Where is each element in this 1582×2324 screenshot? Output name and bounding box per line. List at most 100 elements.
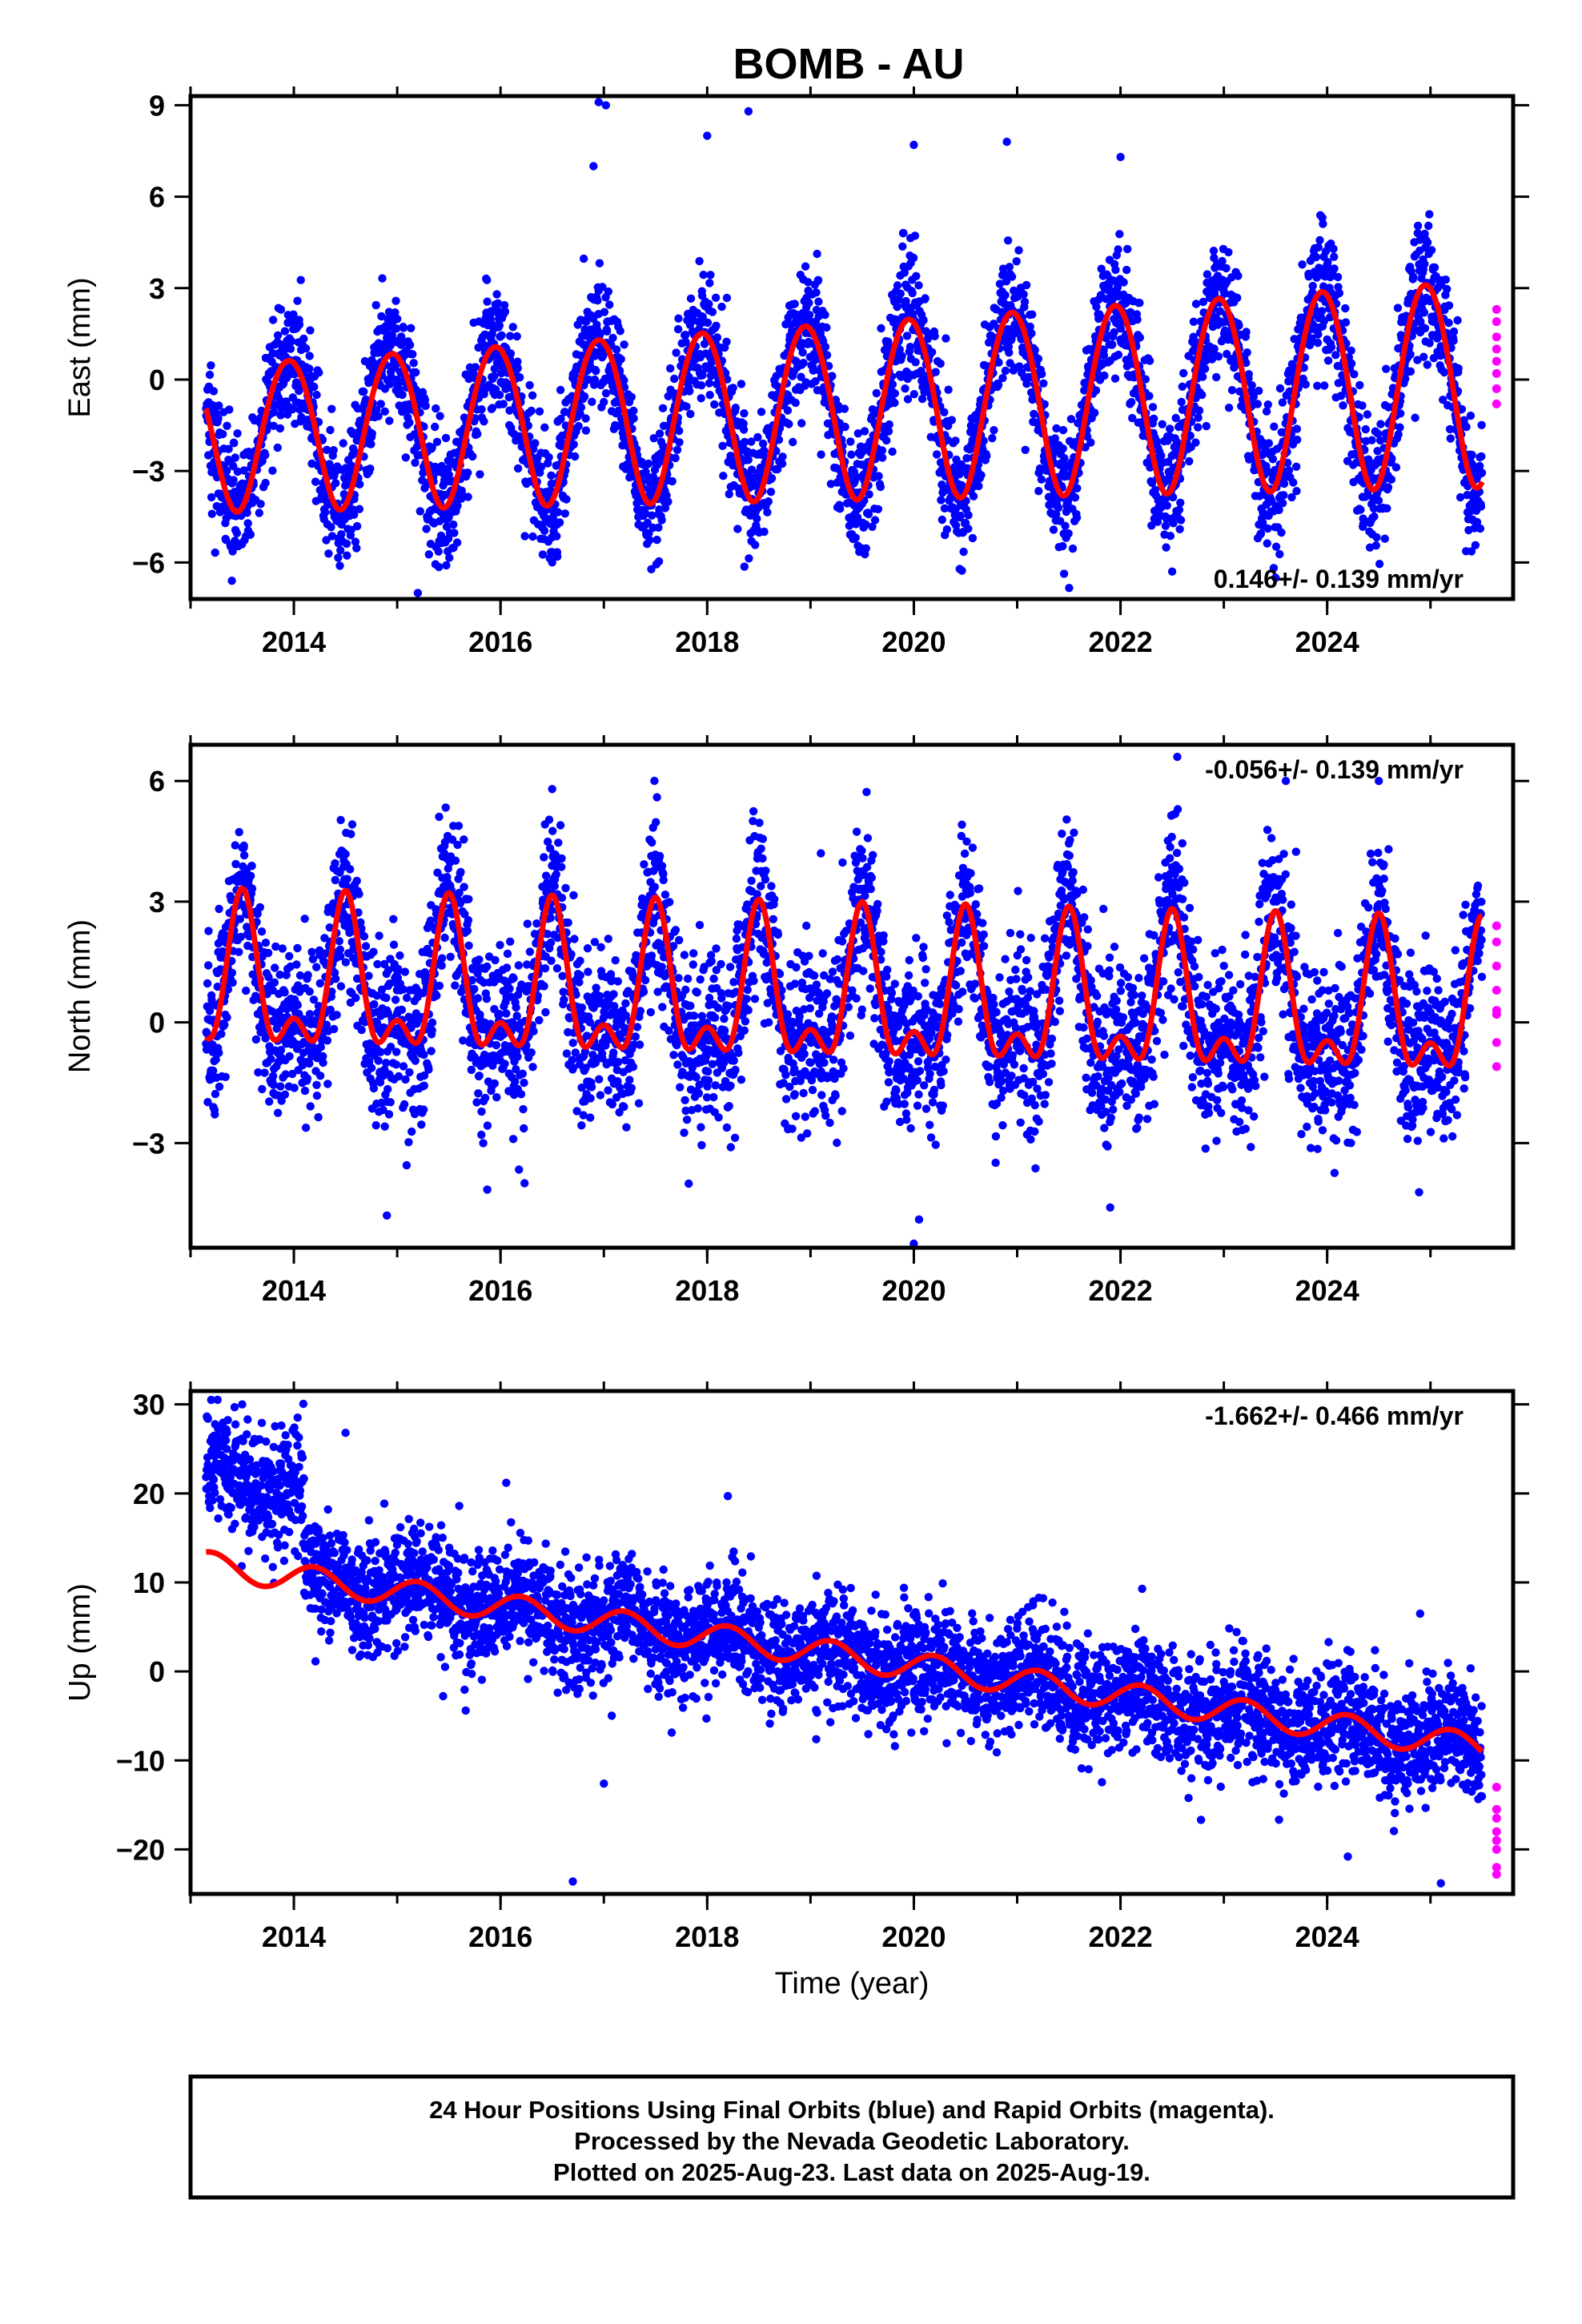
east-point-1008 [500,307,510,316]
east-point-3723 [1313,338,1323,348]
east-point-2694 [1005,263,1014,271]
east-point-1304 [590,375,600,384]
east-point-1588 [675,438,684,447]
east-points [202,98,1487,597]
east-rapid-points [1492,304,1501,408]
east-point-3394 [1214,352,1223,361]
north-point-378 [312,1092,322,1100]
east-point-3174 [1148,403,1158,412]
east-point-1296 [588,397,596,406]
east-rate: 0.146+/- 0.139 mm/yr [1214,565,1464,593]
east-point-3429 [1224,404,1234,412]
east-point-1650 [695,256,704,266]
east-point-2808 [1039,379,1048,388]
east-point-237 [273,331,283,340]
east-point-3427 [1224,247,1233,257]
east-point-2296 [888,380,897,389]
east-point-141 [243,519,252,528]
east-point-1056 [516,373,524,382]
east-point-4032 [1406,350,1415,359]
east-point-1969 [791,398,800,408]
east-point-1336 [600,308,609,316]
east-point-2261 [878,453,887,462]
east-point-685 [405,418,414,427]
east-point-3998 [1396,409,1405,418]
north-point-151 [247,871,255,880]
east-point-1342 [602,327,612,336]
north-point-253 [276,1082,285,1091]
east-point-2876 [1059,569,1069,578]
east-point-2041 [813,249,821,259]
east-point-2132 [840,404,849,413]
north-point-46 [215,1082,224,1092]
east-point-946 [483,275,492,284]
east-point-2370 [909,390,919,399]
east-point-1339 [601,388,611,398]
east-point-3834 [1347,359,1356,368]
east-point-3007 [1099,351,1109,360]
east-point-2260 [877,446,887,455]
east-point-2385 [914,281,923,290]
east-point-1374 [612,345,621,354]
east-point-4269 [1477,420,1486,429]
north-point-496 [347,830,355,838]
east-point-3598 [1275,549,1284,559]
east-point-2328 [897,352,906,360]
east-point-2554 [964,511,973,520]
east-outlier-8 [413,589,423,597]
east-point-2155 [847,450,856,459]
east-point-616 [385,380,395,388]
east-point-3904 [1367,436,1376,444]
north-point-44 [215,1048,223,1057]
east-point-226 [270,408,279,416]
east-point-1960 [789,437,797,447]
east-point-2428 [927,348,937,356]
east-point-741 [422,525,431,533]
north-point-493 [346,865,355,874]
east-point-2739 [1019,290,1028,299]
east-point-4267 [1476,502,1486,511]
east-point-3777 [1330,264,1339,273]
east-point-2275 [882,436,891,445]
east-point-2323 [896,289,905,298]
east-point-576 [374,412,383,420]
east-point-3739 [1319,219,1327,228]
east-point-76 [224,444,233,453]
north-point-352 [305,1059,314,1068]
east-point-2295 [888,447,897,456]
east-point-2964 [1086,438,1095,447]
east-point-3057 [1114,350,1123,360]
east-xtick-label-1: 2016 [468,625,532,658]
east-point-1966 [790,300,799,308]
north-point-513 [351,993,360,1003]
east-point-1159 [547,471,556,480]
east-point-1655 [697,394,705,403]
east-point-3407 [1218,256,1227,266]
east-point-1739 [722,337,731,346]
east-point-750 [424,550,433,559]
north-point-269 [280,1090,290,1100]
east-point-2802 [1038,369,1046,379]
east-point-3949 [1382,364,1391,373]
east-point-783 [434,547,443,556]
east-point-31 [211,548,219,557]
east-ylabel: East (mm) [63,277,97,417]
east-point-1685 [706,271,715,279]
east-point-1528 [657,516,666,525]
east-point-2374 [911,358,920,367]
north-point-390 [315,1072,325,1080]
east-point-3526 [1253,400,1263,408]
east-point-3945 [1380,534,1390,543]
east-point-2774 [1030,409,1038,419]
chart-title: BOMB - AU [733,40,965,88]
east-point-1798 [740,409,749,418]
east-point-3774 [1329,244,1338,253]
east-point-1483 [644,459,653,468]
east-point-106 [233,429,242,438]
east-xtick-label-3: 2020 [881,625,946,658]
east-point-2569 [968,533,978,543]
east-ytick-label-4: 6 [149,181,165,214]
east-point-19 [207,493,216,502]
east-point-3996 [1395,423,1404,432]
east-point-262 [280,327,290,336]
